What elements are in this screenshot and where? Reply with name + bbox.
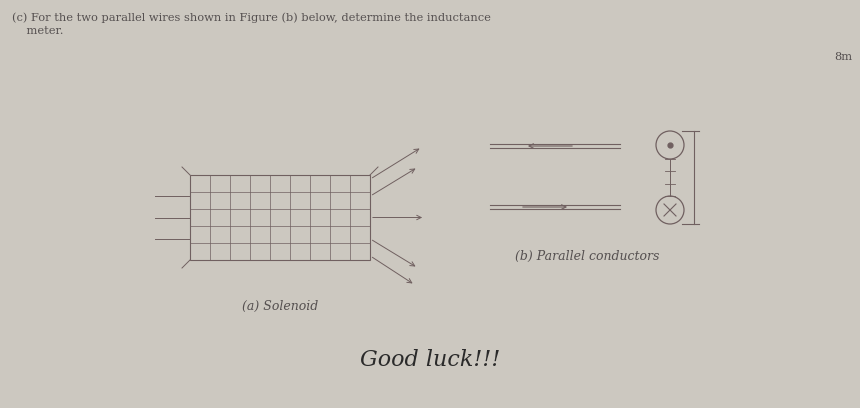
Text: 8m: 8m <box>834 52 852 62</box>
Text: (c) For the two parallel wires shown in Figure (b) below, determine the inductan: (c) For the two parallel wires shown in … <box>12 12 491 22</box>
Text: (b) Parallel conductors: (b) Parallel conductors <box>515 250 659 263</box>
Bar <box>190 175 370 260</box>
Text: (a) Solenoid: (a) Solenoid <box>242 300 318 313</box>
Text: meter.: meter. <box>12 26 64 36</box>
Text: Good luck!!!: Good luck!!! <box>359 349 501 371</box>
